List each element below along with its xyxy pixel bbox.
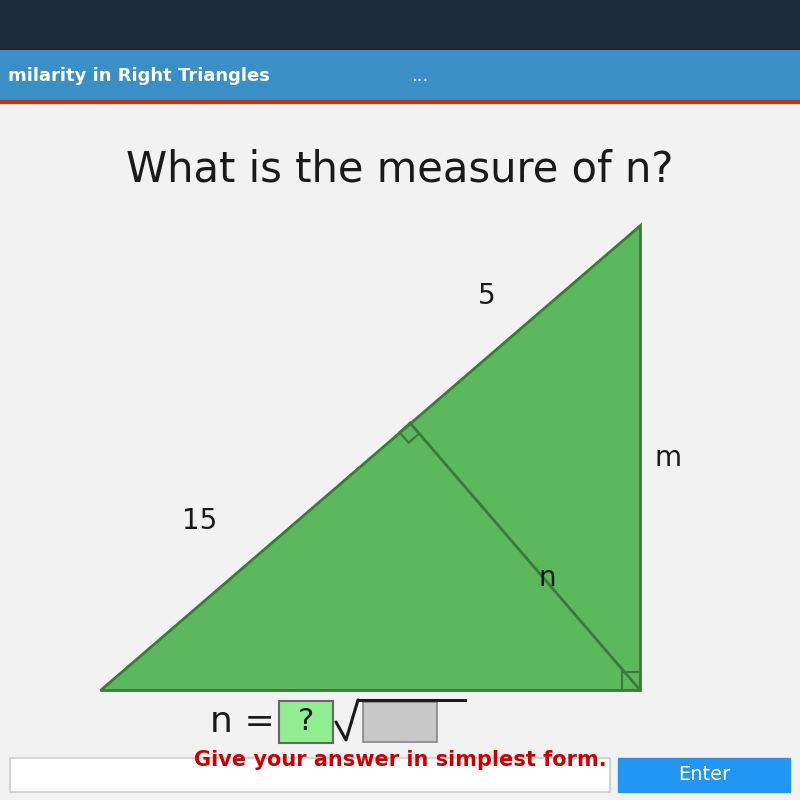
FancyBboxPatch shape	[279, 701, 333, 743]
Text: 15: 15	[182, 507, 218, 535]
Polygon shape	[100, 225, 640, 690]
Text: m: m	[654, 443, 682, 471]
Text: What is the measure of n?: What is the measure of n?	[126, 149, 674, 191]
Bar	[10, 758, 610, 792]
Bar	[0, 102, 800, 800]
Text: n: n	[538, 565, 556, 593]
Text: ...: ...	[411, 67, 429, 85]
Bar	[0, 0, 800, 50]
FancyBboxPatch shape	[363, 702, 437, 742]
Text: Enter: Enter	[678, 766, 730, 785]
Text: milarity in Right Triangles: milarity in Right Triangles	[8, 67, 270, 85]
Text: ?: ?	[298, 707, 314, 737]
Text: Give your answer in simplest form.: Give your answer in simplest form.	[194, 750, 606, 770]
Text: n =: n =	[210, 705, 286, 739]
Text: 5: 5	[478, 282, 496, 310]
Bar	[618, 758, 790, 792]
Bar	[0, 50, 800, 102]
